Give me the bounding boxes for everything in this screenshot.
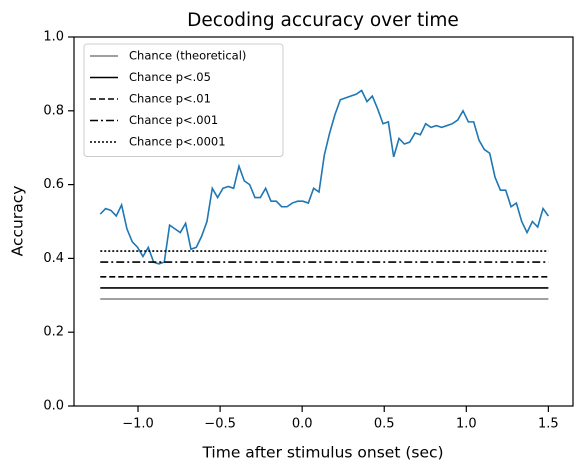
x-tick-label: −1.0 xyxy=(122,417,154,432)
plot-frame xyxy=(73,36,574,407)
legend-label: Chance p<.01 xyxy=(129,92,211,106)
legend-label: Chance p<.0001 xyxy=(129,135,226,149)
y-tick-label: 1.0 xyxy=(43,30,64,45)
legend-label: Chance p<.05 xyxy=(129,70,211,84)
y-tick-label: 0.4 xyxy=(43,251,64,266)
legend-label: Chance p<.001 xyxy=(129,113,218,127)
x-tick-label: 1.5 xyxy=(538,417,559,432)
legend-box xyxy=(83,43,284,157)
legend-label: Chance (theoretical) xyxy=(129,49,246,63)
chart-title: Decoding accuracy over time xyxy=(187,10,459,31)
y-tick-label: 0.8 xyxy=(43,103,64,118)
x-tick-label: 1.0 xyxy=(456,417,477,432)
x-tick-label: −0.5 xyxy=(204,417,236,432)
y-tick-label: 0.2 xyxy=(43,325,64,340)
series-line xyxy=(99,89,550,265)
y-axis-label: Accuracy xyxy=(9,186,27,257)
x-tick-label: 0.0 xyxy=(292,417,313,432)
x-tick-label: 0.5 xyxy=(374,417,395,432)
y-tick-label: 0.0 xyxy=(43,399,64,414)
x-axis-label: Time after stimulus onset (sec) xyxy=(201,444,443,462)
y-tick-label: 0.6 xyxy=(43,177,64,192)
